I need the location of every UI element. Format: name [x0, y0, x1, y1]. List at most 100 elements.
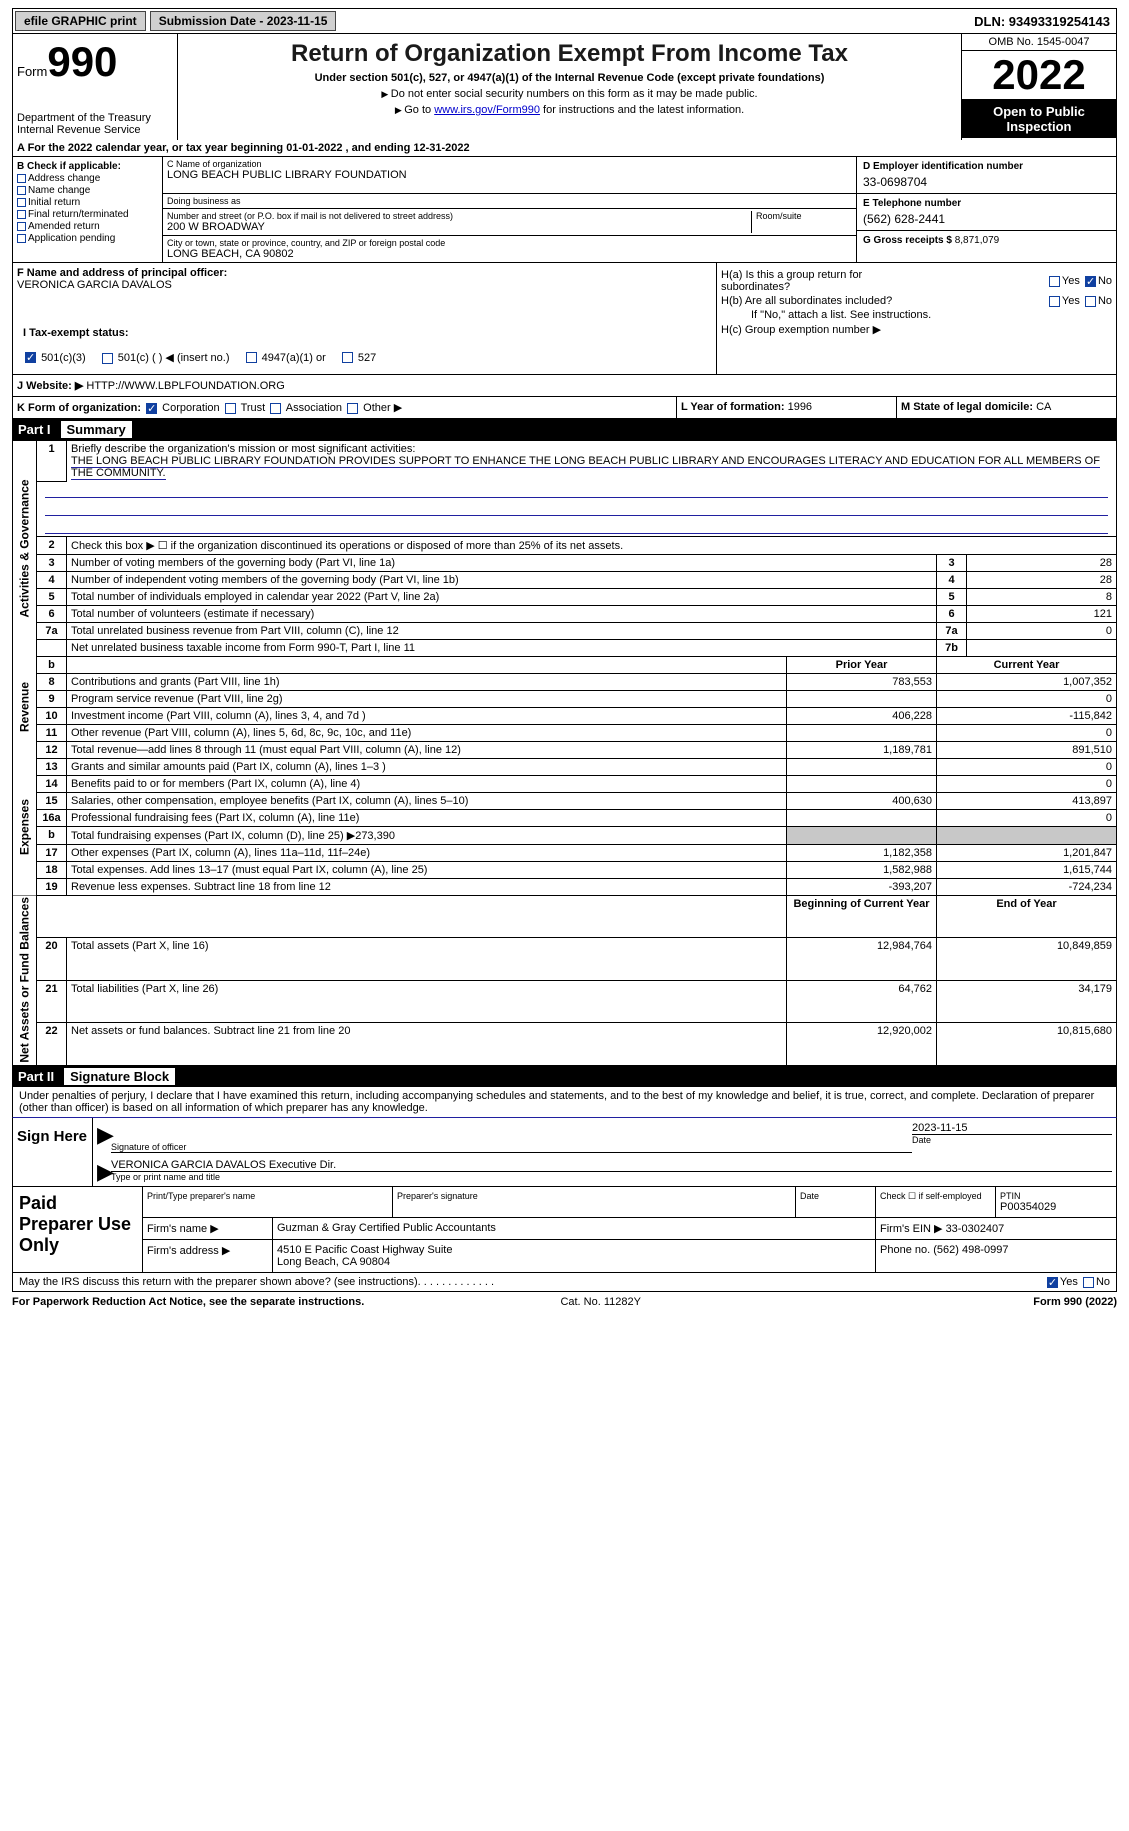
b-label: B Check if applicable:: [17, 161, 158, 172]
summary-row: 3 Number of voting members of the govern…: [13, 554, 1117, 571]
expense-row: 19Revenue less expenses. Subtract line 1…: [13, 878, 1117, 895]
summary-row: 6 Total number of volunteers (estimate i…: [13, 605, 1117, 622]
chk-corp[interactable]: Corporation: [144, 402, 220, 414]
sig-arrow-icon-2: ▶: [97, 1159, 114, 1185]
form-number: 990: [47, 38, 117, 85]
officer-name-title: VERONICA GARCIA DAVALOS Executive Dir.: [111, 1159, 1112, 1171]
summary-row: 7a Total unrelated business revenue from…: [13, 622, 1117, 639]
firm-addr2: Long Beach, CA 90804: [277, 1256, 871, 1268]
top-bar: efile GRAPHIC print Submission Date - 20…: [12, 8, 1117, 34]
room-label: Room/suite: [756, 211, 852, 221]
sign-here-label: Sign Here: [13, 1118, 93, 1186]
hb-note: If "No," attach a list. See instructions…: [721, 309, 1112, 321]
net-row: 20Total assets (Part X, line 16)12,984,7…: [13, 938, 1117, 981]
goto-note: Go to www.irs.gov/Form990 for instructio…: [182, 104, 957, 116]
revenue-row: 8Contributions and grants (Part VIII, li…: [13, 673, 1117, 690]
sec-netassets: Net Assets or Fund Balances: [13, 895, 37, 1066]
hb-label: H(b) Are all subordinates included?: [721, 295, 921, 307]
officer-name: VERONICA GARCIA DAVALOS: [17, 279, 712, 291]
gross-value: 8,871,079: [955, 235, 1000, 246]
dept-treasury: Department of the Treasury: [17, 112, 173, 124]
chk-app-pending[interactable]: Application pending: [17, 233, 158, 244]
row-a-calendar: A For the 2022 calendar year, or tax yea…: [12, 140, 1117, 157]
foot-right: Form 990 (2022): [1033, 1296, 1117, 1308]
prep-h1: Print/Type preparer's name: [143, 1187, 393, 1217]
chk-501c[interactable]: 501(c) ( ) ◀ (insert no.): [100, 351, 230, 364]
phone-value: (562) 498-0997: [933, 1244, 1008, 1256]
chk-501c3[interactable]: 501(c)(3): [23, 352, 86, 364]
revenue-row: 12Total revenue—add lines 8 through 11 (…: [13, 741, 1117, 758]
col-b-checkboxes: B Check if applicable: Address change Na…: [13, 157, 163, 262]
col-begin: Beginning of Current Year: [787, 895, 937, 938]
tel-label: E Telephone number: [863, 198, 1110, 209]
i-label: I Tax-exempt status:: [23, 327, 129, 339]
f-label: F Name and address of principal officer:: [17, 267, 712, 279]
dln: DLN: 93493319254143: [974, 14, 1116, 29]
prep-h3: Date: [796, 1187, 876, 1217]
net-row: 21Total liabilities (Part X, line 26)64,…: [13, 980, 1117, 1023]
sig-officer-line: Signature of officer: [111, 1124, 912, 1153]
org-name: LONG BEACH PUBLIC LIBRARY FOUNDATION: [167, 169, 852, 181]
discuss-no[interactable]: [1083, 1277, 1094, 1288]
l-label: L Year of formation:: [681, 401, 785, 413]
sig-arrow-icon: ▶: [97, 1122, 114, 1148]
ha-no[interactable]: [1085, 276, 1096, 287]
ha-yes[interactable]: [1049, 276, 1060, 287]
foot-mid: Cat. No. 11282Y: [560, 1296, 641, 1308]
hb-yes[interactable]: [1049, 296, 1060, 307]
expense-row: 18Total expenses. Add lines 13–17 (must …: [13, 861, 1117, 878]
chk-527[interactable]: 527: [340, 352, 376, 364]
revenue-row: 9Program service revenue (Part VIII, lin…: [13, 690, 1117, 707]
chk-assoc[interactable]: Association: [268, 402, 342, 414]
irs-link[interactable]: www.irs.gov/Form990: [434, 104, 540, 116]
col-prior: Prior Year: [787, 656, 937, 673]
tax-year: 2022: [962, 51, 1116, 100]
chk-4947[interactable]: 4947(a)(1) or: [244, 352, 326, 364]
m-value: CA: [1036, 401, 1051, 413]
form-word: Form: [17, 64, 47, 79]
l1-label: Briefly describe the organization's miss…: [71, 443, 415, 455]
hc-label: H(c) Group exemption number ▶: [721, 323, 881, 336]
revenue-row: 10Investment income (Part VIII, column (…: [13, 707, 1117, 724]
chk-initial-return[interactable]: Initial return: [17, 197, 158, 208]
form-header: Form990 Department of the Treasury Inter…: [12, 34, 1117, 140]
open-public: Open to Public Inspection: [962, 100, 1116, 138]
hb-no[interactable]: [1085, 296, 1096, 307]
expense-row: 17Other expenses (Part IX, column (A), l…: [13, 844, 1117, 861]
penalty-text: Under penalties of perjury, I declare th…: [12, 1087, 1117, 1118]
chk-address-change[interactable]: Address change: [17, 173, 158, 184]
prep-h2: Preparer's signature: [393, 1187, 796, 1217]
chk-name-change[interactable]: Name change: [17, 185, 158, 196]
form-title: Return of Organization Exempt From Incom…: [182, 40, 957, 68]
chk-final-return[interactable]: Final return/terminated: [17, 209, 158, 220]
firm-addr1: 4510 E Pacific Coast Highway Suite: [277, 1244, 871, 1256]
summary-table: Activities & Governance 1 Briefly descri…: [12, 440, 1117, 1066]
ein-label: D Employer identification number: [863, 161, 1110, 172]
part2-num: Part II: [16, 1069, 64, 1084]
sig-date-label: Date: [912, 1134, 1112, 1145]
efile-button[interactable]: efile GRAPHIC print: [15, 11, 146, 31]
discuss-text: May the IRS discuss this return with the…: [19, 1276, 418, 1288]
chk-trust[interactable]: Trust: [223, 402, 266, 414]
summary-row: 5 Total number of individuals employed i…: [13, 588, 1117, 605]
ssn-note: Do not enter social security numbers on …: [182, 88, 957, 100]
city-label: City or town, state or province, country…: [167, 238, 852, 248]
expense-row: 14Benefits paid to or for members (Part …: [13, 775, 1117, 792]
type-name-label: Type or print name and title: [111, 1171, 1112, 1182]
ein-value: 33-0698704: [863, 175, 1110, 189]
firm-ein: 33-0302407: [946, 1223, 1005, 1235]
col-current: Current Year: [937, 656, 1117, 673]
k-label: K Form of organization:: [17, 402, 141, 414]
expense-row: bTotal fundraising expenses (Part IX, co…: [13, 826, 1117, 844]
part2-title: Signature Block: [64, 1068, 175, 1085]
omb-number: OMB No. 1545-0047: [962, 34, 1116, 51]
chk-other[interactable]: Other ▶: [345, 402, 402, 414]
firm-name-label: Firm's name ▶: [143, 1218, 273, 1239]
part1-num: Part I: [16, 422, 61, 437]
sec-revenue: Revenue: [13, 656, 37, 758]
firm-name: Guzman & Gray Certified Public Accountan…: [273, 1218, 876, 1239]
chk-amended[interactable]: Amended return: [17, 221, 158, 232]
summary-row: Net unrelated business taxable income fr…: [13, 639, 1117, 656]
m-label: M State of legal domicile:: [901, 401, 1033, 413]
discuss-yes[interactable]: [1047, 1277, 1058, 1288]
